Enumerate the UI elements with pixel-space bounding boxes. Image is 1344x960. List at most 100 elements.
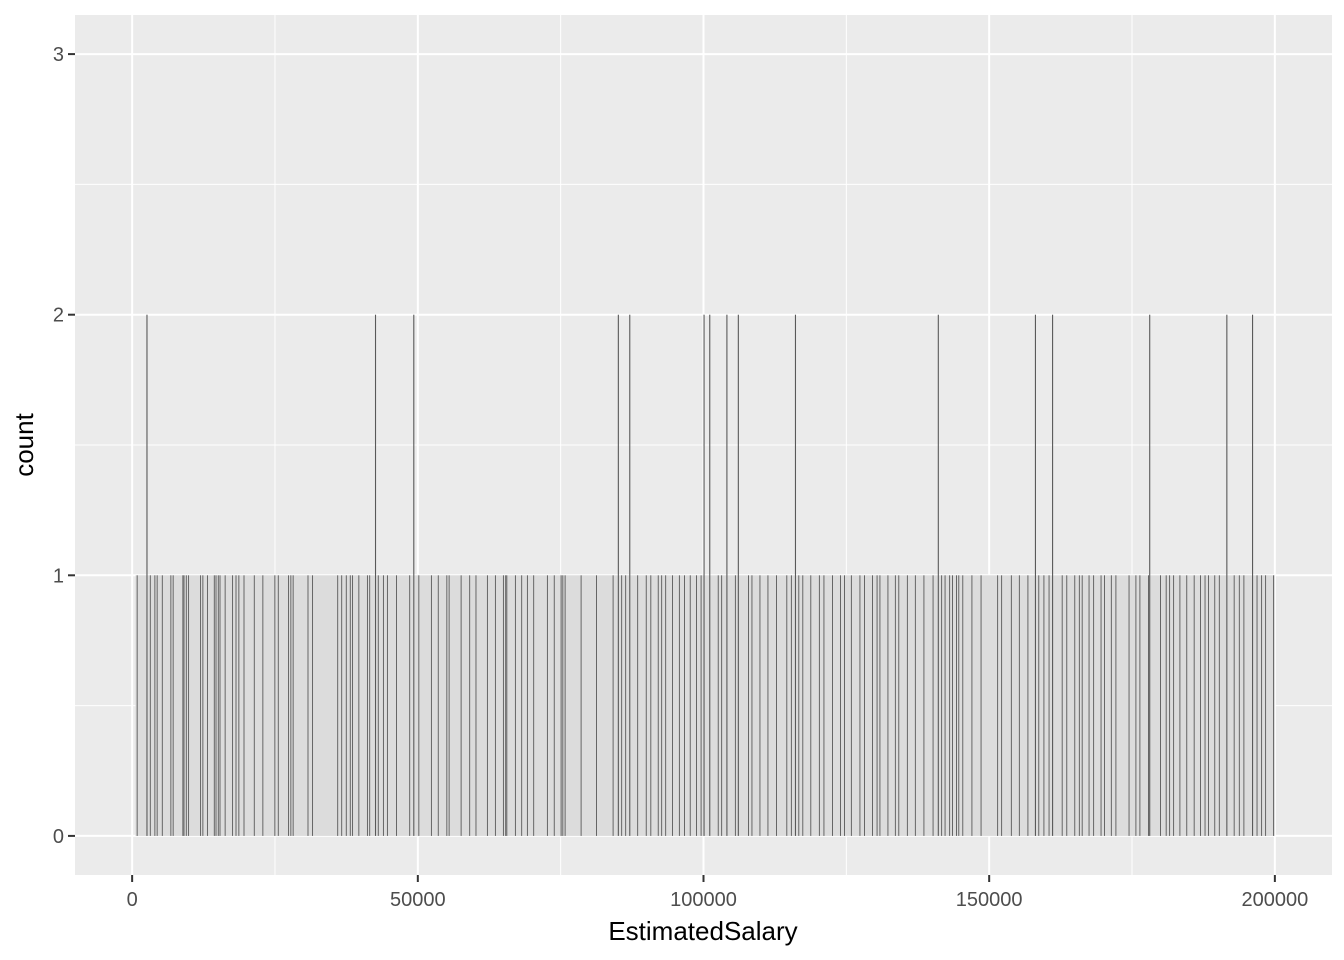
histogram-bar-count-1 xyxy=(997,575,999,836)
histogram-bar-count-2 xyxy=(1052,314,1054,836)
histogram-bar-count-1 xyxy=(409,575,411,836)
histogram-bar-count-1 xyxy=(1128,575,1130,836)
histogram-bar-count-1 xyxy=(956,575,957,836)
histogram-bar-count-1 xyxy=(684,575,685,836)
histogram-bar-count-1 xyxy=(665,575,667,836)
histogram-bar-count-1 xyxy=(776,575,777,836)
histogram-bar-count-1 xyxy=(341,575,343,836)
histogram-bar-count-1 xyxy=(637,575,639,836)
histogram-bar-count-1 xyxy=(232,575,234,836)
histogram-bar-count-1 xyxy=(290,575,292,836)
histogram-bar-count-1 xyxy=(872,575,873,836)
histogram-bar-count-1 xyxy=(786,575,788,836)
histogram-bar-count-1 xyxy=(1233,575,1235,836)
histogram-bar-count-1 xyxy=(1088,575,1090,836)
histogram-bar-count-1 xyxy=(188,575,190,836)
histogram-bar-count-1 xyxy=(1256,575,1258,836)
y-tick-label: 2 xyxy=(53,305,64,327)
histogram-bar-count-1 xyxy=(818,575,820,836)
histogram-bar-count-1 xyxy=(887,575,889,836)
histogram-bar-count-1 xyxy=(185,575,187,836)
histogram-bar-count-1 xyxy=(369,575,371,836)
histogram-bar-count-1 xyxy=(1038,575,1040,836)
histogram-bar-count-1 xyxy=(898,575,900,836)
histogram-bar-count-1 xyxy=(1061,575,1063,836)
histogram-bar-count-1 xyxy=(1074,575,1076,836)
histogram-bar-count-1 xyxy=(894,575,896,836)
histogram-bar-count-1 xyxy=(486,575,488,836)
histogram-bar-count-1 xyxy=(526,575,528,836)
y-axis-title: count xyxy=(9,412,39,476)
histogram-bar-count-1 xyxy=(243,575,245,836)
x-tick-label: 50000 xyxy=(390,889,446,911)
histogram-bar-count-1 xyxy=(366,575,368,836)
histogram-bar-count-1 xyxy=(932,575,934,836)
histogram-bar-count-1 xyxy=(864,575,865,836)
histogram-bar-count-1 xyxy=(1010,575,1012,836)
histogram-bar-count-1 xyxy=(767,575,769,836)
histogram-bar-count-1 xyxy=(832,575,833,836)
histogram-bar-count-2 xyxy=(413,314,415,836)
histogram-bar-count-1 xyxy=(612,575,614,836)
histogram-bar-count-1 xyxy=(505,575,507,836)
x-tick-label: 150000 xyxy=(956,889,1023,911)
histogram-bar-count-1 xyxy=(460,575,462,836)
histogram-bar-count-1 xyxy=(840,575,841,836)
histogram-bar-count-2 xyxy=(1252,314,1254,836)
histogram-bar-count-1 xyxy=(562,575,564,836)
histogram-bar-count-1 xyxy=(1139,575,1141,836)
histogram-bar-count-1 xyxy=(1081,575,1083,836)
histogram-bar-count-1 xyxy=(1165,575,1167,836)
histogram-bar-count-1 xyxy=(1238,575,1240,836)
histogram-bar-count-1 xyxy=(645,575,647,836)
x-tick-label: 0 xyxy=(127,889,138,911)
histogram-bar-count-1 xyxy=(1173,575,1175,836)
histogram-bar-count-1 xyxy=(217,575,219,836)
histogram-bar-count-1 xyxy=(377,575,379,836)
y-axis: 0 1 2 3 xyxy=(53,44,75,848)
histogram-bar-count-2 xyxy=(374,314,377,836)
histogram-bar-count-1 xyxy=(172,575,174,836)
histogram-bar-count-1 xyxy=(219,575,221,836)
histogram-bar-count-1 xyxy=(430,575,432,836)
histogram-bar-count-1 xyxy=(751,575,753,836)
y-tick-label: 0 xyxy=(53,826,64,848)
histogram-bar-count-1 xyxy=(661,575,663,836)
histogram-dense-band-count-1 xyxy=(135,575,1275,836)
histogram-bar-count-1 xyxy=(625,575,627,836)
histogram-bar-count-1 xyxy=(183,575,185,836)
histogram-bar-count-1 xyxy=(1093,575,1095,836)
histogram-bar-count-1 xyxy=(337,575,339,836)
x-axis: 0 50000 100000 150000 200000 xyxy=(127,875,1308,911)
histogram-bar-count-1 xyxy=(1160,575,1161,836)
histogram-bar-count-1 xyxy=(802,575,804,836)
histogram-bar-count-2 xyxy=(937,314,939,836)
histogram-bar-count-1 xyxy=(621,575,623,836)
histogram-bar-count-1 xyxy=(952,575,953,836)
histogram-bar-count-1 xyxy=(292,575,294,836)
histogram-bar-count-1 xyxy=(564,575,566,836)
histogram-bar-count-1 xyxy=(1214,575,1216,836)
histogram-bar-count-1 xyxy=(798,575,800,836)
histogram-bar-count-1 xyxy=(349,575,351,836)
histogram-bar-count-1 xyxy=(689,575,691,836)
histogram-bar-count-1 xyxy=(1135,575,1137,836)
histogram-bar-count-1 xyxy=(734,575,736,836)
histogram-bar-count-1 xyxy=(1273,575,1275,836)
histogram-bar-count-1 xyxy=(958,575,960,836)
histogram-bar-count-1 xyxy=(307,575,309,836)
histogram-bar-count-1 xyxy=(154,575,156,836)
histogram-bar-count-1 xyxy=(1148,575,1149,836)
histogram-bar-count-1 xyxy=(748,575,749,836)
histogram-bar-count-1 xyxy=(596,575,597,836)
histogram-bar-count-1 xyxy=(238,575,240,836)
histogram-bar-count-2 xyxy=(737,314,739,836)
histogram-bar-count-2 xyxy=(794,314,797,836)
histogram-bar-count-1 xyxy=(759,575,761,836)
x-axis-title: EstimatedSalary xyxy=(608,916,797,946)
histogram-bar-count-1 xyxy=(941,575,943,836)
histogram-bar-count-1 xyxy=(1078,575,1080,836)
histogram-bar-count-1 xyxy=(1018,575,1020,836)
histogram-bar-count-2 xyxy=(703,314,705,836)
